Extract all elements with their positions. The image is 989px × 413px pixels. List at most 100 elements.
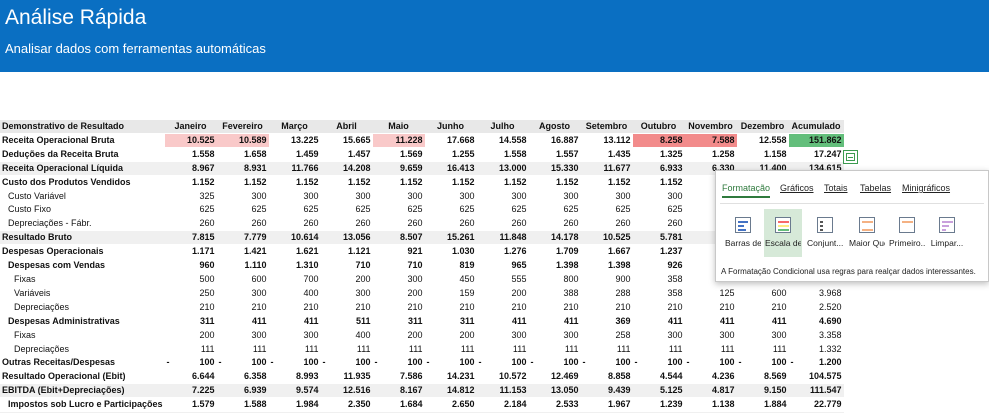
table-cell[interactable]: 5.065 <box>164 411 217 413</box>
table-cell[interactable]: 1.558 <box>476 147 529 162</box>
table-cell[interactable]: 111 <box>216 342 269 357</box>
table-cell[interactable]: 200 <box>372 328 425 343</box>
table-cell[interactable]: 15.261 <box>424 230 477 246</box>
table-cell[interactable]: 369 <box>580 314 633 329</box>
column-header[interactable]: Outubro <box>632 120 685 134</box>
table-cell[interactable]: 159 <box>424 286 477 301</box>
table-cell[interactable]: 13.112 <box>580 133 633 148</box>
table-cell[interactable]: 1.152 <box>372 175 425 190</box>
table-cell[interactable]: 5.902 <box>372 411 425 413</box>
row-label[interactable]: Custo dos Produtos Vendidos <box>0 175 165 190</box>
table-cell[interactable]: 210 <box>684 300 737 315</box>
table-cell[interactable]: 10.614 <box>268 230 321 246</box>
table-cell[interactable]: -100 <box>476 355 529 371</box>
table-cell[interactable]: 300 <box>268 189 321 204</box>
table-cell[interactable]: 400 <box>320 328 373 343</box>
table-cell[interactable]: 12.469 <box>528 369 581 385</box>
table-cell[interactable]: 358 <box>632 272 685 287</box>
table-cell[interactable]: 104.575 <box>788 369 844 385</box>
table-cell[interactable]: 1.152 <box>580 175 633 190</box>
table-cell[interactable]: 260 <box>372 216 425 232</box>
row-label[interactable]: Despesas com Vendas <box>0 258 165 273</box>
column-header[interactable]: Acumulado <box>788 120 844 134</box>
table-cell[interactable]: 1.398 <box>580 258 633 273</box>
table-cell[interactable]: 8.167 <box>372 383 425 399</box>
color-scale-button[interactable]: Escala de... <box>764 209 802 257</box>
table-cell[interactable]: 16.887 <box>528 133 581 148</box>
table-cell[interactable]: 260 <box>424 216 477 232</box>
row-label[interactable]: Resultado Operacional (Ebit) <box>0 369 165 385</box>
table-cell[interactable]: 111 <box>320 342 373 357</box>
table-cell[interactable]: 9.150 <box>736 383 789 399</box>
table-cell[interactable]: 151.862 <box>788 133 844 148</box>
table-cell[interactable]: -1.200 <box>788 355 844 371</box>
table-cell[interactable]: 11.935 <box>320 369 373 385</box>
data-bars-button[interactable]: Barras de... <box>724 209 762 257</box>
table-cell[interactable]: 625 <box>632 202 685 218</box>
table-cell[interactable]: 1.158 <box>736 147 789 162</box>
tab-tabelas[interactable]: Tabelas <box>860 183 892 193</box>
row-label[interactable]: Outras Receitas/Despesas <box>0 355 165 371</box>
table-cell[interactable]: 10.525 <box>164 133 217 148</box>
table-cell[interactable]: 1.276 <box>476 244 529 260</box>
table-cell[interactable]: 1.984 <box>268 397 321 413</box>
table-cell[interactable]: 4.690 <box>788 314 844 329</box>
table-cell[interactable]: 125 <box>684 286 737 301</box>
table-cell[interactable]: 200 <box>164 328 217 343</box>
table-cell[interactable]: 6.891 <box>580 411 633 413</box>
table-cell[interactable]: 965 <box>476 258 529 273</box>
table-cell[interactable]: 10.589 <box>216 133 269 148</box>
table-cell[interactable]: 250 <box>164 286 217 301</box>
table-cell[interactable]: 17.668 <box>424 133 477 148</box>
table-cell[interactable]: 11.153 <box>476 383 529 399</box>
table-cell[interactable]: 358 <box>632 286 685 301</box>
row-label[interactable]: Depreciações <box>0 342 165 357</box>
table-cell[interactable]: 15.665 <box>320 133 373 148</box>
table-cell[interactable]: 625 <box>164 202 217 218</box>
table-cell[interactable]: 200 <box>424 328 477 343</box>
table-cell[interactable]: 14.558 <box>476 133 529 148</box>
table-cell[interactable]: 13.056 <box>320 230 373 246</box>
table-cell[interactable]: 7.815 <box>164 230 217 246</box>
table-cell[interactable]: 288 <box>580 286 633 301</box>
table-cell[interactable]: 2.350 <box>320 397 373 413</box>
table-cell[interactable]: 111 <box>424 342 477 357</box>
table-cell[interactable]: 9.659 <box>372 161 425 176</box>
table-cell[interactable]: -100 <box>320 355 373 371</box>
table-cell[interactable]: 111 <box>632 342 685 357</box>
table-cell[interactable]: 5.781 <box>632 230 685 246</box>
table-cell[interactable]: 1.152 <box>476 175 529 190</box>
row-label[interactable]: Custo Fixo <box>0 202 165 218</box>
table-cell[interactable]: 7.009 <box>268 411 321 413</box>
table-cell[interactable]: 300 <box>216 189 269 204</box>
table-cell[interactable]: 625 <box>320 202 373 218</box>
tab-graficos[interactable]: Gráficos <box>780 183 814 193</box>
table-cell[interactable]: 13.225 <box>268 133 321 148</box>
column-header[interactable]: Agosto <box>528 120 581 134</box>
table-cell[interactable]: 260 <box>528 216 581 232</box>
table-cell[interactable]: 260 <box>632 216 685 232</box>
table-cell[interactable]: 625 <box>424 202 477 218</box>
table-cell[interactable]: 8.258 <box>632 133 685 148</box>
table-cell[interactable]: -100 <box>164 355 217 371</box>
row-label[interactable]: Receita Operacional Bruta <box>0 133 165 148</box>
tab-totais[interactable]: Totais <box>824 183 848 193</box>
table-cell[interactable]: 1.569 <box>372 147 425 162</box>
table-cell[interactable]: 6.358 <box>216 369 269 385</box>
row-label[interactable]: Fixas <box>0 328 165 343</box>
table-cell[interactable]: 1.239 <box>632 397 685 413</box>
table-cell[interactable]: 7.586 <box>372 369 425 385</box>
table-cell[interactable]: 300 <box>528 189 581 204</box>
table-cell[interactable]: 1.557 <box>528 147 581 162</box>
table-cell[interactable]: 12.516 <box>320 383 373 399</box>
row-label[interactable]: Despesas Administrativas <box>0 314 165 329</box>
table-cell[interactable]: 1.667 <box>580 244 633 260</box>
table-cell[interactable]: 1.435 <box>580 147 633 162</box>
table-cell[interactable]: 325 <box>164 189 217 204</box>
clear-format-button[interactable]: Limpar... <box>928 209 966 257</box>
column-header[interactable]: Fevereiro <box>216 120 269 134</box>
table-cell[interactable]: 1.421 <box>216 244 269 260</box>
table-cell[interactable]: 625 <box>528 202 581 218</box>
table-cell[interactable]: 3.968 <box>788 286 844 301</box>
table-cell[interactable]: 1.152 <box>632 175 685 190</box>
